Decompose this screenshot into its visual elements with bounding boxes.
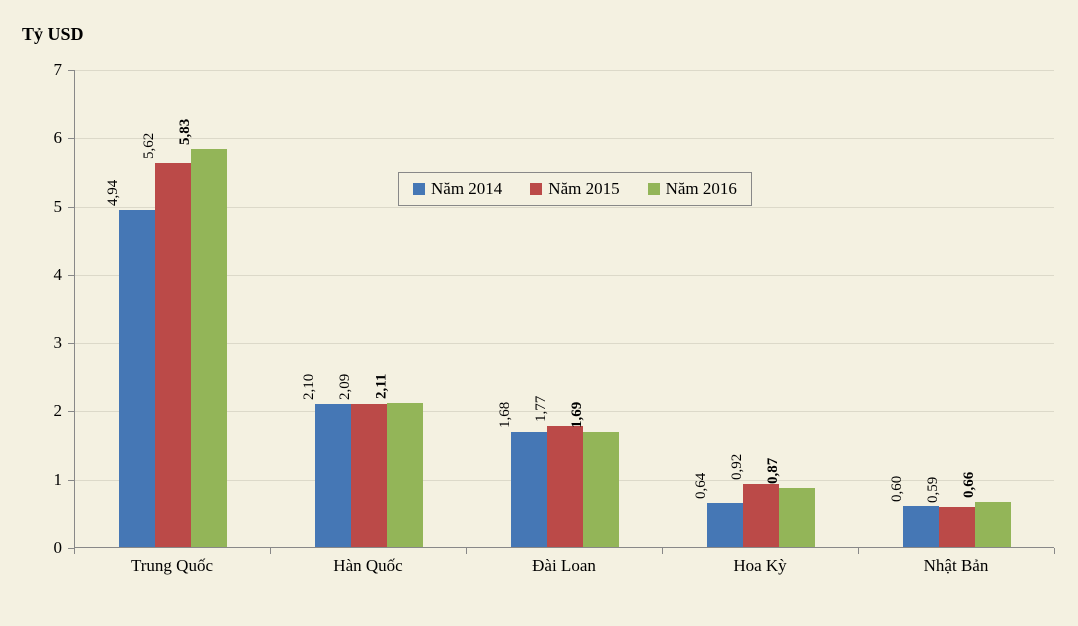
- bar: 0,60: [903, 506, 939, 547]
- bar-value-label: 1,77: [533, 396, 550, 426]
- bar-value-label: 0,87: [765, 457, 782, 487]
- legend-swatch: [648, 183, 660, 195]
- bar-value-label: 0,59: [925, 476, 942, 506]
- bar: 4,94: [119, 210, 155, 547]
- y-axis-title: Tỷ USD: [22, 24, 84, 45]
- x-tick-mark: [1054, 548, 1055, 554]
- bar-value-label: 1,69: [569, 401, 586, 431]
- bar: 2,11: [387, 403, 423, 547]
- bar-value-label: 5,83: [177, 119, 194, 149]
- bar: 0,59: [939, 507, 975, 547]
- y-tick-label: 2: [0, 401, 62, 421]
- y-tick-mark: [68, 70, 74, 71]
- x-tick-mark: [270, 548, 271, 554]
- y-tick-label: 3: [0, 333, 62, 353]
- bar-value-label: 2,11: [373, 373, 390, 402]
- x-category-label: Hoa Kỳ: [733, 556, 786, 576]
- plot-area: 4,945,625,832,102,092,111,681,771,690,64…: [74, 70, 1054, 548]
- y-tick-mark: [68, 207, 74, 208]
- category-group: 0,640,920,87: [707, 484, 815, 547]
- bar-value-label: 0,60: [889, 476, 906, 506]
- bar-value-label: 5,62: [141, 133, 158, 163]
- y-tick-mark: [68, 138, 74, 139]
- bar: 5,62: [155, 163, 191, 547]
- bar-value-label: 2,09: [337, 374, 354, 404]
- x-category-label: Nhật Bản: [924, 556, 989, 576]
- category-group: 1,681,771,69: [511, 426, 619, 547]
- y-tick-mark: [68, 275, 74, 276]
- bar-value-label: 1,68: [497, 402, 514, 432]
- bar-value-label: 0,64: [693, 473, 710, 503]
- legend-item: Năm 2014: [413, 179, 502, 199]
- bar: 2,10: [315, 404, 351, 547]
- bar: 1,77: [547, 426, 583, 547]
- category-group: 2,102,092,11: [315, 403, 423, 547]
- bar-value-label: 0,92: [729, 454, 746, 484]
- legend-item: Năm 2015: [530, 179, 619, 199]
- legend-label: Năm 2014: [431, 179, 502, 199]
- bar: 2,09: [351, 404, 387, 547]
- y-tick-label: 6: [0, 128, 62, 148]
- x-tick-mark: [662, 548, 663, 554]
- legend-label: Năm 2015: [548, 179, 619, 199]
- y-tick-mark: [68, 411, 74, 412]
- bar: 5,83: [191, 149, 227, 547]
- y-tick-label: 0: [0, 538, 62, 558]
- bar-chart: Tỷ USD 4,945,625,832,102,092,111,681,771…: [0, 0, 1078, 626]
- x-category-label: Đài Loan: [532, 556, 596, 576]
- bar: 1,69: [583, 432, 619, 547]
- bar: 0,66: [975, 502, 1011, 547]
- gridline: [75, 138, 1054, 139]
- y-tick-label: 7: [0, 60, 62, 80]
- bar: 1,68: [511, 432, 547, 547]
- y-tick-label: 4: [0, 265, 62, 285]
- legend-item: Năm 2016: [648, 179, 737, 199]
- legend-label: Năm 2016: [666, 179, 737, 199]
- bar: 0,87: [779, 488, 815, 547]
- bar-value-label: 0,66: [961, 472, 978, 502]
- legend-swatch: [530, 183, 542, 195]
- y-tick-label: 5: [0, 197, 62, 217]
- bar: 0,92: [743, 484, 779, 547]
- category-group: 4,945,625,83: [119, 149, 227, 547]
- bar: 0,64: [707, 503, 743, 547]
- bar-value-label: 4,94: [105, 179, 122, 209]
- x-tick-mark: [466, 548, 467, 554]
- legend-swatch: [413, 183, 425, 195]
- x-tick-mark: [858, 548, 859, 554]
- y-tick-mark: [68, 343, 74, 344]
- legend: Năm 2014 Năm 2015 Năm 2016: [398, 172, 752, 206]
- x-category-label: Hàn Quốc: [333, 556, 402, 576]
- x-tick-mark: [74, 548, 75, 554]
- y-tick-label: 1: [0, 470, 62, 490]
- category-group: 0,600,590,66: [903, 502, 1011, 547]
- gridline: [75, 70, 1054, 71]
- x-category-label: Trung Quốc: [131, 556, 213, 576]
- bar-value-label: 2,10: [301, 373, 318, 403]
- y-tick-mark: [68, 480, 74, 481]
